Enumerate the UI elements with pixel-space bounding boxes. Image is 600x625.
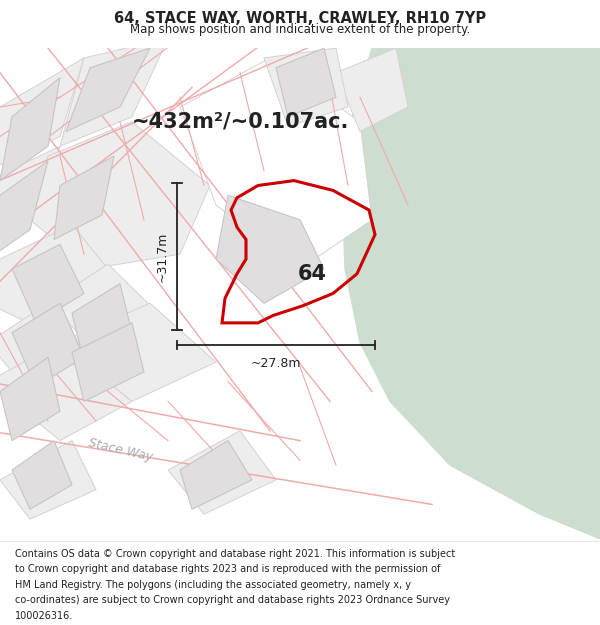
Polygon shape <box>48 264 168 362</box>
Polygon shape <box>0 225 120 332</box>
Polygon shape <box>72 323 144 401</box>
Polygon shape <box>60 303 216 401</box>
Polygon shape <box>276 48 336 117</box>
Polygon shape <box>180 58 372 269</box>
Polygon shape <box>12 303 84 387</box>
Polygon shape <box>0 58 84 171</box>
Polygon shape <box>54 156 114 239</box>
Polygon shape <box>12 441 72 509</box>
Text: Contains OS data © Crown copyright and database right 2021. This information is : Contains OS data © Crown copyright and d… <box>15 549 455 559</box>
Text: Stace Way: Stace Way <box>86 437 154 464</box>
Text: 100026316.: 100026316. <box>15 611 73 621</box>
Text: co-ordinates) are subject to Crown copyright and database rights 2023 Ordnance S: co-ordinates) are subject to Crown copyr… <box>15 595 450 605</box>
Polygon shape <box>0 161 48 259</box>
Polygon shape <box>0 303 96 401</box>
Polygon shape <box>216 195 324 303</box>
Polygon shape <box>264 48 348 127</box>
Polygon shape <box>0 357 60 441</box>
Polygon shape <box>342 48 600 539</box>
Polygon shape <box>60 38 168 146</box>
Text: ~27.8m: ~27.8m <box>251 357 301 370</box>
Text: to Crown copyright and database rights 2023 and is reproduced with the permissio: to Crown copyright and database rights 2… <box>15 564 440 574</box>
Text: 64: 64 <box>298 264 326 284</box>
Polygon shape <box>336 48 408 131</box>
Polygon shape <box>0 146 60 244</box>
Polygon shape <box>0 342 132 441</box>
Polygon shape <box>30 122 210 269</box>
Polygon shape <box>0 441 96 519</box>
Polygon shape <box>0 78 60 181</box>
Text: 64, STACE WAY, WORTH, CRAWLEY, RH10 7YP: 64, STACE WAY, WORTH, CRAWLEY, RH10 7YP <box>114 11 486 26</box>
Polygon shape <box>12 244 84 323</box>
Polygon shape <box>168 431 276 514</box>
Text: Map shows position and indicative extent of the property.: Map shows position and indicative extent… <box>130 22 470 36</box>
Text: ~432m²/~0.107ac.: ~432m²/~0.107ac. <box>132 112 349 132</box>
Text: ~31.7m: ~31.7m <box>155 231 169 282</box>
Polygon shape <box>180 441 252 509</box>
Text: HM Land Registry. The polygons (including the associated geometry, namely x, y: HM Land Registry. The polygons (includin… <box>15 580 411 590</box>
Polygon shape <box>66 48 150 131</box>
Polygon shape <box>72 284 132 362</box>
